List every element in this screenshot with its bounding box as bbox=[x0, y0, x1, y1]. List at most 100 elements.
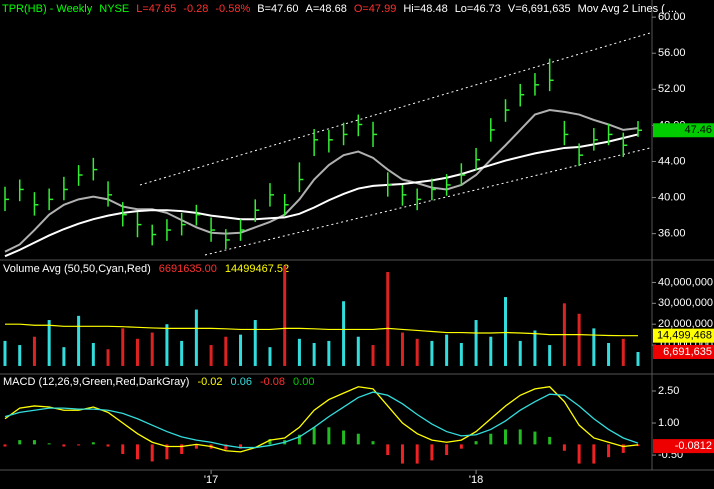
y-tick-label: 36.00 bbox=[658, 228, 686, 240]
last-value-box bbox=[653, 439, 714, 454]
volume-bar bbox=[224, 336, 228, 366]
histogram-bar bbox=[91, 442, 95, 445]
volume-bar bbox=[312, 342, 316, 366]
volume-bar bbox=[533, 330, 537, 366]
volume-bar bbox=[283, 265, 287, 366]
histogram-bar bbox=[607, 444, 611, 458]
histogram-bar bbox=[562, 444, 566, 451]
volume-bar bbox=[459, 342, 463, 366]
volume-bar bbox=[297, 338, 301, 366]
volume-bar bbox=[121, 328, 125, 366]
histogram-bar bbox=[327, 427, 331, 445]
last-value-box bbox=[653, 328, 714, 343]
panel-title-text: MACD (12,26,9,Green,Red,DarkGray) bbox=[3, 376, 189, 388]
moving-average bbox=[4, 133, 639, 258]
header-item: V=6,691,635 bbox=[508, 3, 571, 15]
header-item: L=47.65 bbox=[136, 3, 176, 15]
histogram-bar bbox=[621, 444, 625, 453]
header-item: NYSE bbox=[99, 3, 129, 15]
histogram-bar bbox=[194, 444, 198, 449]
histogram-bar bbox=[489, 433, 493, 445]
histogram-bar bbox=[18, 440, 22, 445]
volume-bar bbox=[165, 324, 169, 366]
volume-bar bbox=[400, 332, 404, 366]
header-item: B=47.60 bbox=[257, 3, 298, 15]
histogram-bar bbox=[239, 444, 243, 449]
header-item: -0.58% bbox=[215, 3, 250, 15]
volume-bar bbox=[356, 336, 360, 366]
volume-bar bbox=[18, 345, 22, 366]
y-tick-label: 1.00 bbox=[658, 417, 679, 429]
volume-bar bbox=[77, 315, 81, 366]
histogram-bar bbox=[312, 427, 316, 445]
y-tick-label: 52.00 bbox=[658, 83, 686, 95]
histogram-bar bbox=[106, 444, 110, 447]
histogram-bar bbox=[268, 439, 272, 445]
histogram-bar bbox=[356, 433, 360, 445]
histogram-bar bbox=[533, 431, 537, 445]
histogram-bar bbox=[504, 429, 508, 445]
last-value-box bbox=[653, 123, 714, 138]
volume-bar bbox=[518, 340, 522, 366]
histogram-bar bbox=[386, 444, 390, 456]
volume-bar bbox=[445, 334, 449, 366]
volume-bar bbox=[91, 342, 95, 366]
volume-bar bbox=[621, 338, 625, 366]
panel-title-text: Volume Avg (50,50,Cyan,Red) bbox=[3, 263, 151, 275]
volume-bar bbox=[415, 338, 419, 366]
header-item: TPR(HB) - Weekly bbox=[2, 3, 93, 15]
last-value-label: 14,499,468 bbox=[657, 330, 712, 342]
histogram-bar bbox=[371, 441, 375, 445]
histogram-bar bbox=[180, 444, 184, 454]
y-tick-label: 56.00 bbox=[658, 47, 686, 59]
volume-bar bbox=[239, 334, 243, 366]
last-value-label: 47.46 bbox=[684, 124, 712, 136]
volume-bar bbox=[62, 347, 66, 366]
histogram-bar bbox=[430, 444, 434, 461]
x-tick-label: '17 bbox=[204, 474, 218, 486]
volume-bar bbox=[474, 320, 478, 366]
volume-bar bbox=[106, 349, 110, 366]
histogram-bar bbox=[77, 444, 81, 446]
readout: 0.00 bbox=[293, 376, 314, 388]
trend-line bbox=[139, 32, 651, 186]
y-tick-label: 40.00 bbox=[658, 191, 686, 203]
volume-bar bbox=[386, 272, 390, 366]
volume-bar bbox=[342, 301, 346, 366]
panel-title: MACD (12,26,9,Green,Red,DarkGray) -0.02 0.… bbox=[3, 376, 314, 388]
histogram-bar bbox=[459, 444, 463, 449]
volume-bar bbox=[430, 340, 434, 366]
histogram-bar bbox=[445, 444, 449, 456]
x-tick-label: '18 bbox=[469, 474, 483, 486]
volume-bar bbox=[327, 340, 331, 366]
histogram-bar bbox=[548, 436, 552, 445]
header-item: Lo=46.73 bbox=[455, 3, 501, 15]
readout: -0.08 bbox=[260, 376, 285, 388]
y-tick-label: 30,000,000 bbox=[658, 297, 713, 309]
volume-bar bbox=[194, 309, 198, 366]
histogram-bar bbox=[47, 443, 51, 445]
histogram-bar bbox=[474, 441, 478, 445]
y-tick-label: 20,000,000 bbox=[658, 318, 713, 330]
readout: 14499467.52 bbox=[225, 263, 289, 275]
volume-bar bbox=[180, 340, 184, 366]
macd-line bbox=[4, 386, 639, 453]
histogram-bar bbox=[32, 440, 36, 445]
volume-bar bbox=[209, 345, 213, 366]
moving-average bbox=[4, 109, 639, 253]
histogram-bar bbox=[400, 444, 404, 464]
y-tick-label: 2.50 bbox=[658, 385, 679, 397]
macd-line bbox=[4, 391, 639, 449]
volume-bar bbox=[371, 345, 375, 366]
histogram-bar bbox=[3, 444, 7, 447]
volume-bar bbox=[548, 345, 552, 366]
header-item: A=48.68 bbox=[306, 3, 347, 15]
volume-bar bbox=[577, 313, 581, 366]
histogram-bar bbox=[165, 444, 169, 460]
volume-bar bbox=[253, 320, 257, 366]
histogram-bar bbox=[121, 444, 125, 454]
histogram-bar bbox=[518, 429, 522, 445]
histogram-bar bbox=[297, 434, 301, 445]
last-value-box bbox=[653, 344, 714, 359]
volume-bar bbox=[592, 328, 596, 366]
